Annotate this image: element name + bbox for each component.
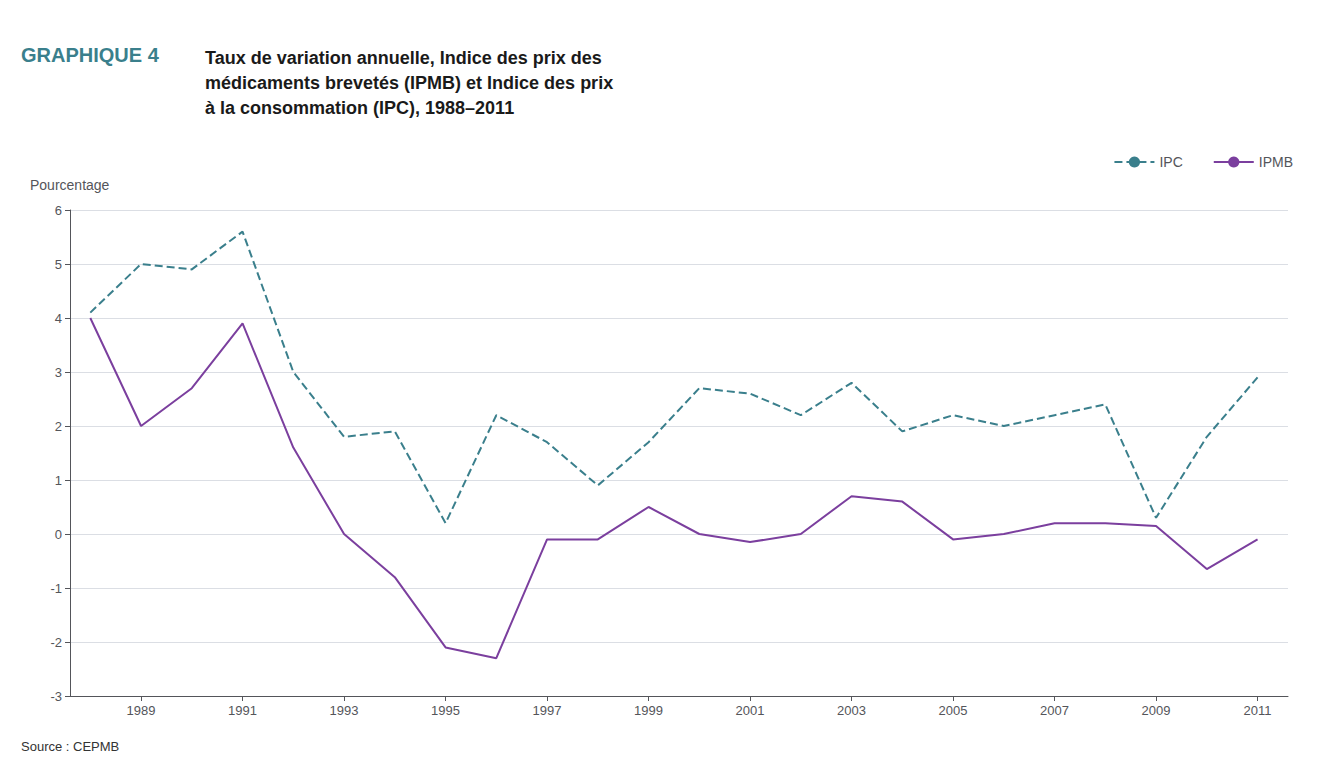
svg-text:0: 0 [55,527,62,542]
svg-text:IPMB: IPMB [1259,154,1293,170]
svg-text:1989: 1989 [127,703,156,718]
svg-text:IPC: IPC [1159,154,1182,170]
svg-text:2003: 2003 [837,703,866,718]
svg-text:1993: 1993 [330,703,359,718]
svg-text:1991: 1991 [228,703,257,718]
svg-text:2: 2 [55,419,62,434]
svg-text:2001: 2001 [736,703,765,718]
svg-text:-1: -1 [50,581,62,596]
svg-text:médicaments brevetés (IPMB) et: médicaments brevetés (IPMB) et Indice de… [205,73,613,93]
svg-text:2005: 2005 [939,703,968,718]
svg-text:1995: 1995 [431,703,460,718]
svg-text:4: 4 [55,311,62,326]
svg-text:1999: 1999 [634,703,663,718]
svg-text:Taux de variation annuelle, In: Taux de variation annuelle, Indice des p… [205,48,602,68]
svg-text:2011: 2011 [1244,703,1272,718]
svg-text:Source : CEPMB: Source : CEPMB [21,739,119,754]
svg-text:2007: 2007 [1040,703,1069,718]
svg-text:2009: 2009 [1142,703,1171,718]
svg-text:5: 5 [55,257,62,272]
svg-text:-3: -3 [50,689,62,704]
svg-text:-2: -2 [50,635,62,650]
svg-text:3: 3 [55,365,62,380]
svg-text:à la consommation (IPC), 1988–: à la consommation (IPC), 1988–2011 [205,98,514,118]
svg-text:1997: 1997 [533,703,562,718]
svg-text:Pourcentage: Pourcentage [30,177,110,193]
svg-text:1: 1 [55,473,62,488]
svg-text:6: 6 [55,203,62,218]
svg-text:GRAPHIQUE 4: GRAPHIQUE 4 [21,44,160,66]
